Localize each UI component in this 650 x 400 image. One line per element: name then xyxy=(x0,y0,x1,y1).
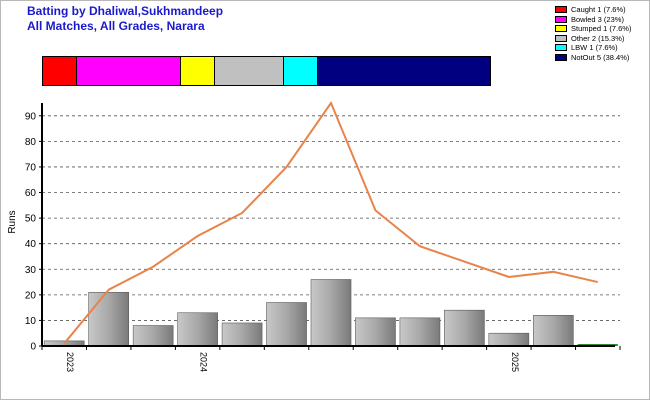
legend-item-lbw: LBW 1 (7.6%) xyxy=(555,43,631,53)
legend: Caught 1 (7.6%) Bowled 3 (23%) Stumped 1… xyxy=(555,5,631,62)
average-line-path xyxy=(63,100,598,345)
title-line-2: All Matches, All Grades, Narara xyxy=(27,19,205,33)
x-axis-ticks: 2023 2024 2025 xyxy=(41,346,621,372)
y-tick-label-50: 50 xyxy=(25,214,37,225)
legend-item-notout: NotOut 5 (38.4%) xyxy=(555,53,631,63)
legend-label-stumped: Stumped 1 (7.6%) xyxy=(571,24,632,33)
x-tick-label-2023: 2023 xyxy=(65,352,75,372)
axes xyxy=(41,103,615,347)
dismissal-segment-bowled xyxy=(77,57,181,85)
x-tick-label-2024: 2024 xyxy=(199,352,209,372)
legend-label-lbw: LBW 1 (7.6%) xyxy=(571,43,618,52)
innings-bar-3 xyxy=(177,312,218,347)
legend-item-bowled: Bowled 3 (23%) xyxy=(555,15,631,25)
innings-bar-6 xyxy=(310,279,352,347)
y-axis-ticks: 0 10 20 30 40 50 60 70 80 90 xyxy=(25,111,42,353)
y-tick-label-70: 70 xyxy=(25,162,37,173)
dismissal-segment-lbw xyxy=(283,57,319,85)
innings-bars xyxy=(43,279,618,347)
y-tick-label-30: 30 xyxy=(25,265,37,276)
dismissal-segment-other xyxy=(214,57,284,85)
innings-bar-7 xyxy=(355,317,396,347)
legend-swatch-other xyxy=(555,34,567,42)
y-tick-label-0: 0 xyxy=(30,342,36,353)
title-line-1: Batting by Dhaliwal,Sukhmandeep xyxy=(27,4,224,18)
innings-bar-8 xyxy=(399,317,441,347)
innings-bar-4 xyxy=(221,322,263,347)
legend-item-stumped: Stumped 1 (7.6%) xyxy=(555,24,631,34)
innings-bar-5 xyxy=(266,302,307,347)
y-tick-label-90: 90 xyxy=(25,111,37,122)
y-axis-label: Runs xyxy=(7,210,18,233)
y-tick-label-10: 10 xyxy=(25,316,37,327)
legend-swatch-stumped xyxy=(555,25,567,33)
y-tick-label-60: 60 xyxy=(25,188,37,199)
legend-label-other: Other 2 (15.3%) xyxy=(571,33,625,43)
innings-bar-11 xyxy=(532,315,574,347)
innings-bar-9 xyxy=(444,309,485,347)
x-tick-label-2025: 2025 xyxy=(510,352,520,372)
innings-bar-1 xyxy=(88,291,130,347)
dismissal-breakdown-bar xyxy=(42,56,491,86)
rolling-average-line xyxy=(63,100,598,345)
y-tick-label-20: 20 xyxy=(25,290,37,301)
dismissal-segment-notout xyxy=(318,57,490,85)
innings-bar-10 xyxy=(488,332,530,347)
y-tick-label-80: 80 xyxy=(25,137,37,148)
y-tick-label-40: 40 xyxy=(25,239,37,250)
legend-label-notout: NotOut 5 (38.4%) xyxy=(571,52,630,62)
legend-item-caught: Caught 1 (7.6%) xyxy=(555,5,631,15)
dismissal-segment-stumped xyxy=(180,57,215,85)
dismissal-segment-caught xyxy=(43,57,78,85)
legend-label-bowled: Bowled 3 (23%) xyxy=(571,14,624,24)
chart-title: Batting by Dhaliwal,Sukhmandeep All Matc… xyxy=(27,4,223,34)
legend-swatch-caught xyxy=(555,6,567,14)
legend-label-caught: Caught 1 (7.6%) xyxy=(571,5,626,14)
legend-item-other: Other 2 (15.3%) xyxy=(555,34,631,44)
legend-swatch-notout xyxy=(555,53,567,61)
legend-swatch-lbw xyxy=(555,44,567,52)
innings-bar-2 xyxy=(132,325,174,347)
legend-swatch-bowled xyxy=(555,15,567,23)
